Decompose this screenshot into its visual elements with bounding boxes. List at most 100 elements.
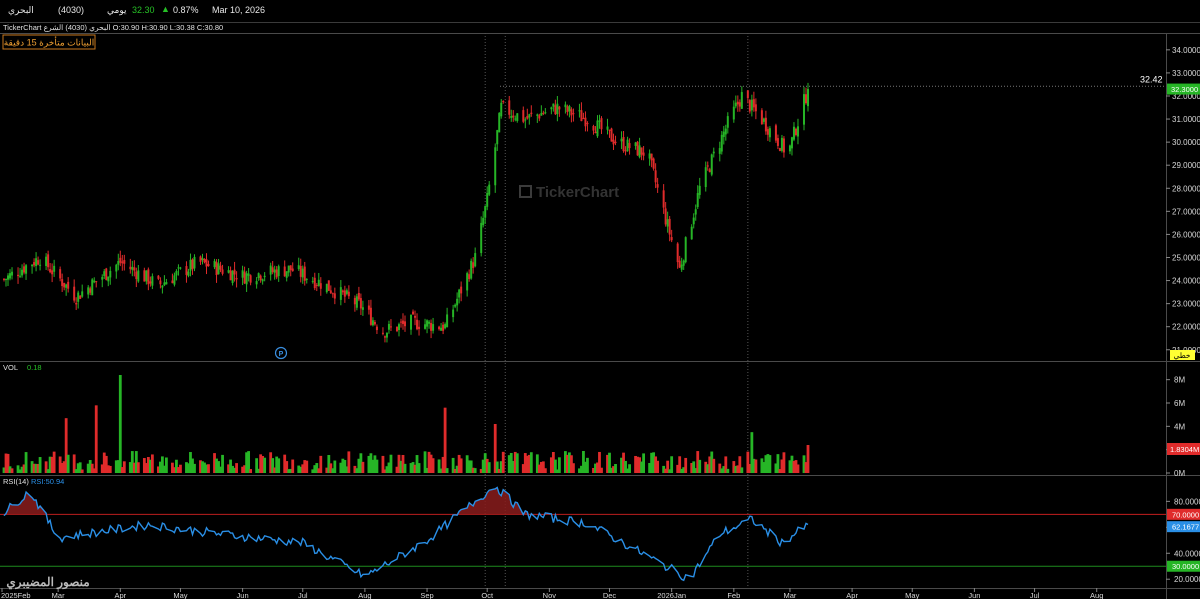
candle xyxy=(522,106,525,124)
candle xyxy=(414,310,417,326)
volume-bar xyxy=(189,452,192,473)
volume-bar xyxy=(471,467,475,473)
volume-bar xyxy=(72,454,76,473)
event-marker-icon[interactable] xyxy=(274,346,288,360)
candle xyxy=(249,274,252,286)
candle xyxy=(578,103,581,118)
volume-tick-label: 6M xyxy=(1174,399,1185,408)
volume-bar xyxy=(706,464,710,473)
candle xyxy=(75,297,78,311)
volume-bar xyxy=(764,455,768,473)
volume-bar xyxy=(345,466,349,473)
volume-bar xyxy=(397,454,401,473)
linear-scale-badge[interactable] xyxy=(1170,350,1195,360)
volume-bar xyxy=(24,452,28,473)
candle xyxy=(766,126,769,141)
candle xyxy=(243,266,246,284)
candle xyxy=(95,281,98,288)
volume-bar xyxy=(766,454,770,473)
volume-bar xyxy=(130,451,134,473)
candle xyxy=(512,110,515,122)
candle xyxy=(289,265,292,277)
price-tick-label: 33.0000 xyxy=(1172,69,1200,78)
candle xyxy=(49,263,52,274)
candle xyxy=(137,264,140,283)
volume-bar xyxy=(664,468,668,473)
x-tick-label: Mar xyxy=(52,591,65,599)
volume-bar xyxy=(724,456,728,473)
candle xyxy=(736,95,739,112)
volume-bar xyxy=(221,454,224,473)
candle xyxy=(371,317,374,327)
volume-bar xyxy=(297,465,301,473)
candle xyxy=(269,262,272,281)
candle xyxy=(664,202,667,227)
volume-bar xyxy=(319,455,323,473)
volume-bar xyxy=(582,450,585,473)
candle xyxy=(428,320,431,329)
candle xyxy=(357,286,360,302)
x-tick-label: Jun xyxy=(968,591,980,599)
candle xyxy=(558,105,561,117)
volume-bar xyxy=(375,459,379,473)
candle xyxy=(454,303,457,309)
volume-bar xyxy=(608,452,611,473)
volume-bar xyxy=(652,452,656,473)
x-tick-label: Aug xyxy=(1090,591,1103,599)
volume-bar xyxy=(329,463,333,473)
volume-bar xyxy=(732,461,736,473)
candle xyxy=(7,273,10,286)
rsi-value: RSI:50.94 xyxy=(31,477,64,486)
volume-bar xyxy=(315,463,319,473)
symbol-name: البحري xyxy=(8,5,34,15)
volume-bar xyxy=(584,461,587,473)
candle xyxy=(259,274,262,283)
candle xyxy=(63,282,66,291)
last-price: 32.30 xyxy=(132,5,155,15)
volume-bar xyxy=(734,465,738,473)
candle xyxy=(303,261,306,286)
candle xyxy=(171,273,174,284)
volume-bar xyxy=(712,458,716,473)
candle xyxy=(460,281,463,302)
candle xyxy=(666,211,669,233)
volume-bar xyxy=(429,454,433,473)
candle xyxy=(217,258,220,275)
volume-bar xyxy=(30,461,34,473)
volume-bar xyxy=(804,462,808,473)
volume-bar xyxy=(271,458,275,473)
volume-bar xyxy=(680,468,684,473)
volume-bar xyxy=(311,469,315,473)
volume-current-label: 1.8304M xyxy=(1170,445,1199,454)
candle xyxy=(361,300,364,316)
volume-bar xyxy=(241,466,244,473)
volume-bar xyxy=(299,466,303,473)
candle xyxy=(410,314,413,335)
candle xyxy=(185,261,188,283)
volume-bar xyxy=(523,453,527,473)
candle xyxy=(712,147,715,158)
candle xyxy=(516,113,519,123)
candle xyxy=(165,278,168,285)
volume-bar xyxy=(566,454,569,473)
volume-bar xyxy=(551,452,555,473)
volume-title: VOL xyxy=(3,363,18,372)
volume-bar xyxy=(148,459,152,473)
volume-bar xyxy=(313,465,317,473)
candle xyxy=(77,290,80,309)
volume-bar xyxy=(620,457,623,473)
volume-bar xyxy=(150,454,154,473)
candle xyxy=(718,141,721,162)
candle xyxy=(399,318,402,328)
volume-bar xyxy=(261,456,265,473)
volume-bar xyxy=(361,461,365,473)
candle xyxy=(544,108,547,115)
candle xyxy=(369,299,372,326)
volume-bar xyxy=(598,451,601,473)
candle xyxy=(442,321,445,335)
candle xyxy=(470,258,473,280)
volume-bar xyxy=(541,461,545,473)
ohlc-info: TickerChart البحري (4030) الشرع O:30.90 … xyxy=(3,23,223,32)
header-date: Mar 10, 2026 xyxy=(212,5,266,15)
